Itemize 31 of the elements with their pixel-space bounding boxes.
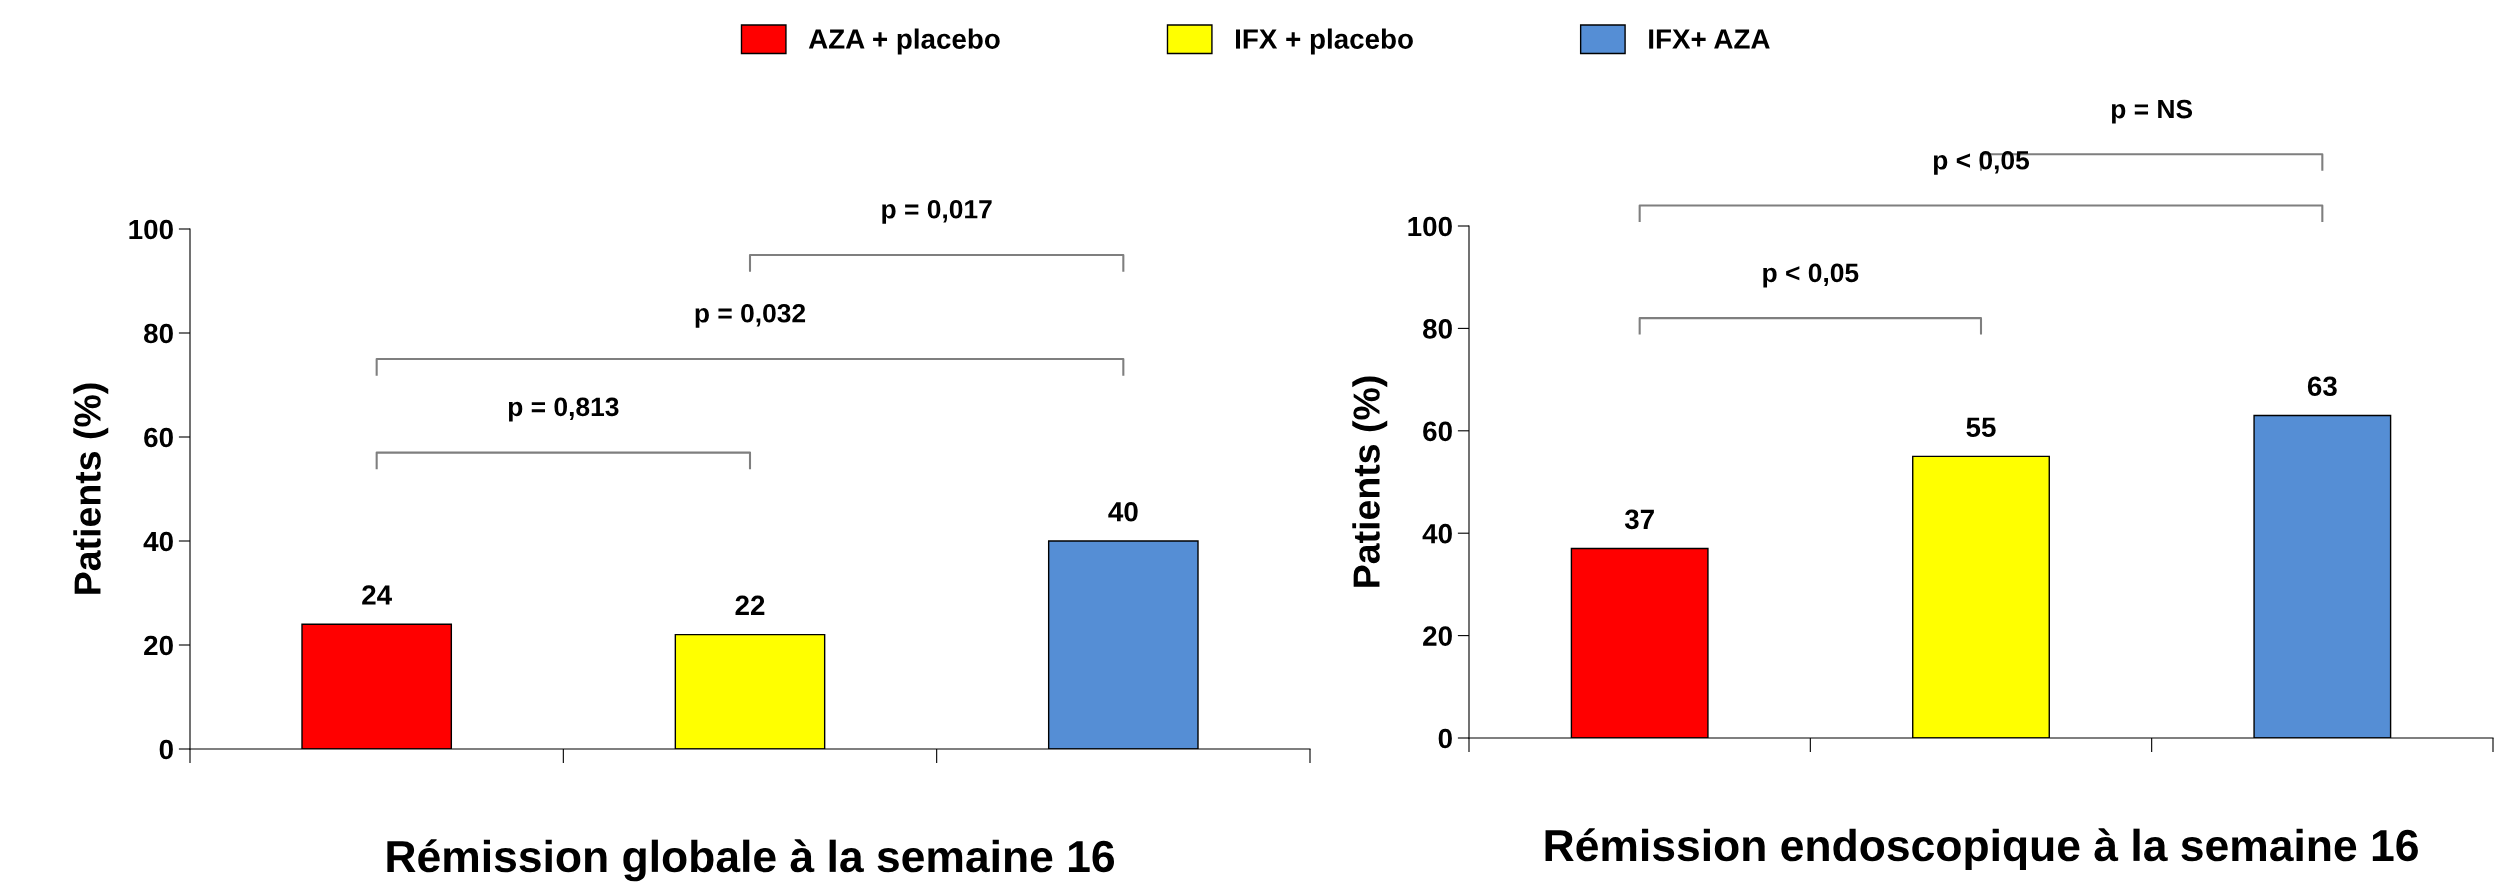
y-tick-label: 60 xyxy=(1423,421,1452,442)
data-label: 24 xyxy=(362,585,392,605)
legend-label: IFX+ AZA xyxy=(1649,29,1770,49)
y-tick-label: 0 xyxy=(1438,728,1452,749)
data-label: 22 xyxy=(735,595,765,615)
x-axis-title: Rémission endoscopique à la semaine 16 xyxy=(1545,828,2418,871)
legend-label: IFX + placebo xyxy=(1236,28,1413,55)
annotation: p < 0,05 xyxy=(1763,263,1859,288)
y-tick-label: 0 xyxy=(159,739,173,760)
y-axis-title: Patients (%) xyxy=(1352,376,1388,587)
annotation: p = 0,032 xyxy=(695,303,806,328)
text: p = NS xyxy=(2111,99,2193,124)
y-tick-label: 80 xyxy=(144,323,173,344)
annotation: p = 0,813 xyxy=(508,397,619,422)
y-tick-label: 20 xyxy=(1423,626,1452,646)
x-axis-title: Rémission globale à la semaine 16 xyxy=(387,839,1115,882)
y-tick-label: 100 xyxy=(129,219,173,240)
y-axis-title: Patients (%) xyxy=(73,383,109,594)
text: p = 0,017 xyxy=(882,199,992,224)
y-tick-label: 20 xyxy=(144,635,173,656)
y-tick-label: 100 xyxy=(1408,216,1452,237)
data-label: 40 xyxy=(1108,501,1138,522)
y-tick-label: 80 xyxy=(1423,319,1452,339)
data-label: 63 xyxy=(2307,376,2337,397)
text: p < 0,05 xyxy=(1933,150,2030,175)
y-tick-label: 40 xyxy=(1422,523,1452,544)
y-tick-label: 60 xyxy=(144,427,173,448)
data-label: 55 xyxy=(1966,417,1996,438)
legend-label: AZA + placebo xyxy=(808,28,1000,55)
data-label: 37 xyxy=(1624,509,1654,530)
y-tick-label: 40 xyxy=(143,531,173,552)
